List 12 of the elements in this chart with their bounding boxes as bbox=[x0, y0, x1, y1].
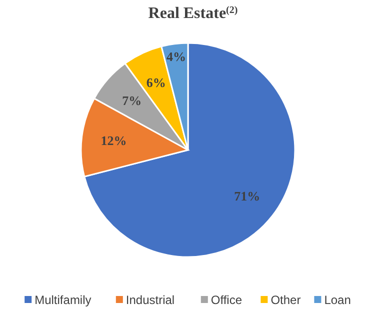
legend-label: Other bbox=[270, 293, 301, 308]
legend-label: Office bbox=[210, 293, 242, 308]
legend-label: Industrial bbox=[126, 293, 175, 308]
data-label: 71% bbox=[234, 188, 260, 204]
legend-label: Multifamily bbox=[34, 293, 92, 308]
data-label: 7% bbox=[122, 93, 142, 108]
pie-slice bbox=[84, 42, 296, 258]
data-label: 4% bbox=[166, 49, 186, 64]
data-label: 6% bbox=[146, 74, 166, 90]
legend-label: Loan bbox=[324, 293, 351, 308]
data-label: 12% bbox=[100, 133, 127, 148]
chart-title: Real Estate$^{(2)}$ bbox=[148, 4, 238, 22]
